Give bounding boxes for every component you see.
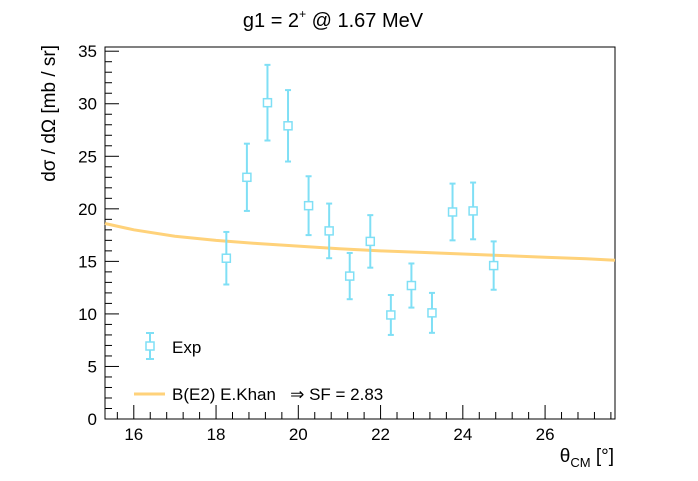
legend-exp-label: Exp xyxy=(172,338,201,357)
x-tick-label: 22 xyxy=(371,425,390,444)
x-axis-label-sub: CM xyxy=(570,455,590,470)
y-axis-label: dσ / dΩ [mb / sr] xyxy=(39,45,60,182)
data-point xyxy=(468,206,478,216)
model-curve xyxy=(104,222,616,262)
data-point xyxy=(344,271,355,281)
x-tick-label: 16 xyxy=(124,425,143,444)
y-tick-label: 20 xyxy=(78,200,97,219)
data-point xyxy=(324,226,334,236)
data-point xyxy=(447,207,458,217)
plot-area: 16 18 20 22 24 26 0 5 10 15 20 25 30 35 xyxy=(78,42,616,444)
y-tick-label: 10 xyxy=(78,305,97,324)
data-point xyxy=(262,97,273,108)
data-point xyxy=(283,121,293,131)
data-point xyxy=(386,310,396,320)
x-axis-label-unit: [°] xyxy=(591,446,614,467)
plot-frame xyxy=(104,46,616,420)
x-tick-label: 20 xyxy=(289,425,308,444)
data-point xyxy=(365,236,376,247)
legend-exp-swatch xyxy=(145,332,155,360)
chart-title: g1 = 2+ @ 1.67 MeV xyxy=(243,7,424,32)
chart-title-main: g1 = 2 xyxy=(243,10,299,32)
legend: Exp B(E2) E.Khan ⇒ SF = 2.83 xyxy=(134,332,383,404)
x-axis-label: θCM [°] xyxy=(560,446,614,470)
y-tick-label: 35 xyxy=(78,42,97,61)
chart-title-rest: @ 1.67 MeV xyxy=(306,10,424,32)
y-tick-label: 30 xyxy=(78,95,97,114)
data-point xyxy=(221,253,232,263)
data-point xyxy=(242,172,252,183)
y-tick-label: 25 xyxy=(78,147,97,166)
x-tick-label: 24 xyxy=(453,425,472,444)
data-point xyxy=(427,308,437,318)
chart-title-superscript: + xyxy=(299,7,306,21)
x-tick-label: 18 xyxy=(207,425,226,444)
x-tick-label: 26 xyxy=(536,425,555,444)
x-axis-label-main: θ xyxy=(560,446,571,467)
y-tick-label: 0 xyxy=(88,410,97,429)
y-tick-label: 5 xyxy=(88,357,97,376)
data-point xyxy=(488,260,499,271)
y-tick-label: 15 xyxy=(78,252,97,271)
legend-model-label: B(E2) E.Khan ⇒ SF = 2.83 xyxy=(172,385,383,404)
data-point xyxy=(406,280,417,291)
data-point xyxy=(303,200,314,211)
